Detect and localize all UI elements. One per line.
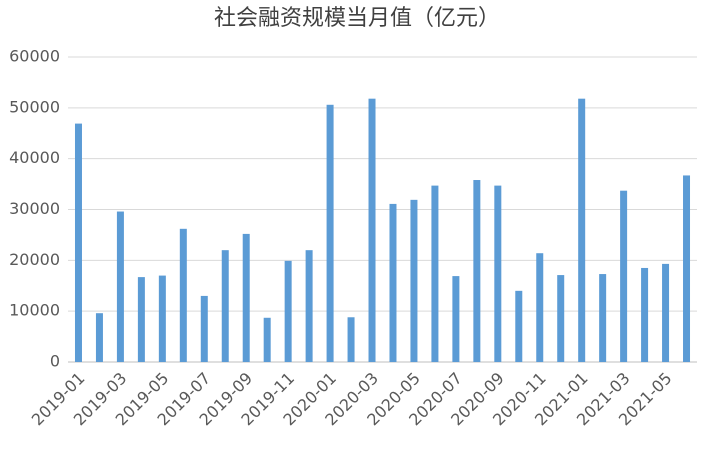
bar bbox=[137, 277, 145, 362]
bar bbox=[116, 211, 124, 362]
y-tick-label: 30000 bbox=[9, 199, 60, 218]
bar bbox=[599, 274, 607, 362]
bar bbox=[179, 228, 187, 362]
bar bbox=[536, 253, 544, 362]
y-tick-label: 0 bbox=[50, 352, 60, 371]
bar bbox=[431, 185, 439, 362]
bar bbox=[95, 313, 103, 362]
y-tick-label: 40000 bbox=[9, 148, 60, 167]
bar bbox=[368, 98, 376, 362]
bar bbox=[74, 123, 82, 362]
bar bbox=[326, 104, 334, 363]
bar bbox=[284, 260, 292, 362]
bar bbox=[410, 199, 418, 362]
y-tick-label: 20000 bbox=[9, 250, 60, 269]
bar bbox=[578, 98, 586, 362]
bar bbox=[473, 180, 481, 362]
bar bbox=[347, 317, 355, 362]
bar bbox=[242, 233, 250, 362]
bar bbox=[158, 275, 166, 362]
bar bbox=[221, 250, 229, 362]
bar bbox=[683, 175, 691, 362]
bar bbox=[641, 267, 649, 362]
bar bbox=[452, 276, 460, 362]
y-tick-label: 60000 bbox=[9, 47, 60, 66]
chart-title: 社会融资规模当月值（亿元） bbox=[214, 6, 500, 31]
bar bbox=[263, 317, 271, 362]
bar bbox=[620, 190, 628, 362]
bar bbox=[494, 185, 502, 362]
bar bbox=[389, 203, 397, 362]
bar bbox=[557, 275, 565, 362]
bar bbox=[515, 290, 523, 362]
bar bbox=[662, 263, 670, 362]
y-tick-label: 10000 bbox=[9, 301, 60, 320]
y-tick-label: 50000 bbox=[9, 97, 60, 116]
bar bbox=[305, 250, 313, 362]
bar bbox=[200, 295, 208, 362]
